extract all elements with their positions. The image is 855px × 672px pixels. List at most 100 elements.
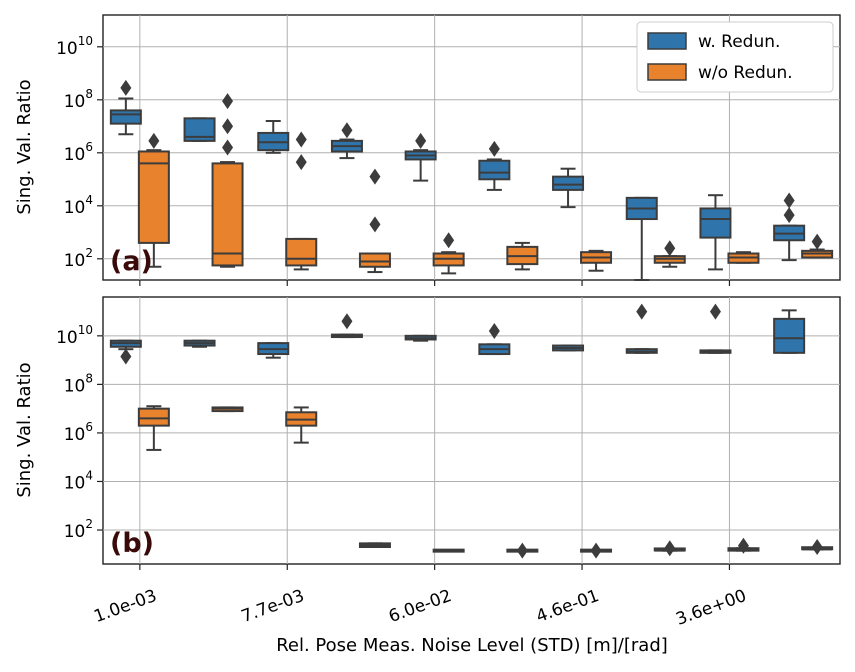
outlier-marker [709,303,721,320]
box-without-redundancy-group-9 [727,251,760,264]
box-iqr [109,109,142,125]
y-tick-exponent: 8 [85,87,93,101]
x-tick-label: 3.6e+00 [673,586,749,630]
box-without-redundancy-group-2 [211,406,244,413]
outlier-marker [737,537,749,554]
box-iqr [137,150,170,244]
outlier-marker [222,139,234,156]
box-iqr [358,252,391,268]
box-without-redundancy-group-1 [137,405,170,451]
legend-label-with-redundancy: w. Redun. [698,32,780,52]
outlier-marker [488,322,500,339]
outlier-marker [516,542,528,559]
box-without-redundancy-group-10 [801,539,834,556]
box-without-redundancy-group-9 [727,537,760,554]
y-tick-label: 108 [64,371,93,396]
box-with-redundancy-group-5 [404,334,437,342]
outlier-marker [369,216,381,233]
outlier-marker [222,118,234,135]
box-without-redundancy-group-5 [432,232,465,275]
box-without-redundancy-group-8 [653,240,686,268]
outlier-marker [590,542,602,559]
box-without-redundancy-group-2 [211,93,244,268]
box-with-redundancy-group-1 [109,339,142,365]
y-tick-label: 1010 [56,34,93,59]
box-with-redundancy-group-2 [183,339,216,348]
outlier-marker [783,192,795,209]
box-without-redundancy-group-8 [653,540,686,557]
box-with-redundancy-group-6 [478,322,511,356]
outlier-marker [120,348,132,365]
panel-a-tag: (a) [110,246,153,277]
x-tick-label: 6.0e-02 [386,586,454,627]
outlier-marker [636,303,648,320]
box-with-redundancy-group-1 [109,79,142,136]
outlier-marker [811,539,823,556]
box-iqr [773,317,806,354]
box-without-redundancy-group-5 [432,548,465,553]
y-tick-exponent: 6 [85,420,93,434]
box-without-redundancy-group-4 [358,542,391,549]
box-with-redundancy-group-8 [625,303,658,354]
outlier-marker [415,132,427,149]
box-without-redundancy-group-3 [285,406,318,444]
box-iqr [211,162,244,267]
outlier-marker [664,240,676,257]
x-tick-label: 7.7e-03 [239,586,307,627]
box-without-redundancy-group-7 [580,542,613,559]
panel-b-grid [103,297,840,564]
y-tick-exponent: 10 [78,34,93,48]
y-tick-label: 102 [64,517,93,542]
panel-a-y-axis-label: Sing. Val. Ratio [14,79,35,214]
outlier-marker [811,233,823,250]
legend-swatch-with-redundancy [647,32,687,50]
y-tick-exponent: 2 [85,246,93,260]
box-without-redundancy-group-3 [285,131,318,271]
panel-b-frame [102,296,841,565]
box-without-redundancy-group-4 [358,168,391,274]
legend-swatch-without-redundancy [647,63,687,81]
panel-a-boxes [109,79,834,281]
box-with-redundancy-group-10 [773,192,806,262]
box-without-redundancy-group-1 [137,132,170,268]
y-tick-exponent: 10 [78,323,93,337]
outlier-marker [783,207,795,224]
box-iqr [183,117,216,142]
box-with-redundancy-group-9 [699,303,732,354]
outlier-marker [341,313,353,330]
y-tick-exponent: 6 [85,140,93,154]
x-tick-label: 4.6e-01 [534,586,602,627]
outlier-marker [664,540,676,557]
x-tick-label: 1.0e-03 [91,586,159,627]
y-tick-exponent: 2 [85,517,93,531]
legend: w. Redun. w/o Redun. [636,21,834,93]
x-axis-ticks: 1.0e-03 7.7e-03 6.0e-02 4.6e-01 3.6e+00 [91,586,749,630]
box-iqr [552,175,585,191]
box-with-redundancy-group-2 [183,117,216,142]
y-tick-exponent: 8 [85,371,93,385]
box-iqr [285,237,318,267]
box-with-redundancy-group-5 [404,132,437,182]
box-with-redundancy-group-6 [478,140,511,191]
outlier-marker [148,132,160,149]
y-tick-label: 108 [64,87,93,112]
box-without-redundancy-group-6 [506,241,539,271]
box-with-redundancy-group-3 [257,342,290,359]
y-tick-label: 1010 [56,323,93,348]
y-tick-label: 104 [64,468,93,493]
panel-b-boxes [109,303,834,559]
x-axis-label: Rel. Pose Meas. Noise Level (STD) [m]/[r… [276,635,668,656]
box-without-redundancy-group-10 [801,233,834,259]
outlier-marker [295,154,307,171]
outlier-marker [222,93,234,110]
outlier-marker [341,122,353,139]
box-without-redundancy-group-6 [506,542,539,559]
box-iqr [699,207,732,239]
box-with-redundancy-group-10 [773,309,806,354]
y-tick-label: 106 [64,140,93,165]
panel-b-tag: (b) [110,528,154,559]
y-tick-label: 104 [64,193,93,218]
outlier-marker [120,79,132,96]
